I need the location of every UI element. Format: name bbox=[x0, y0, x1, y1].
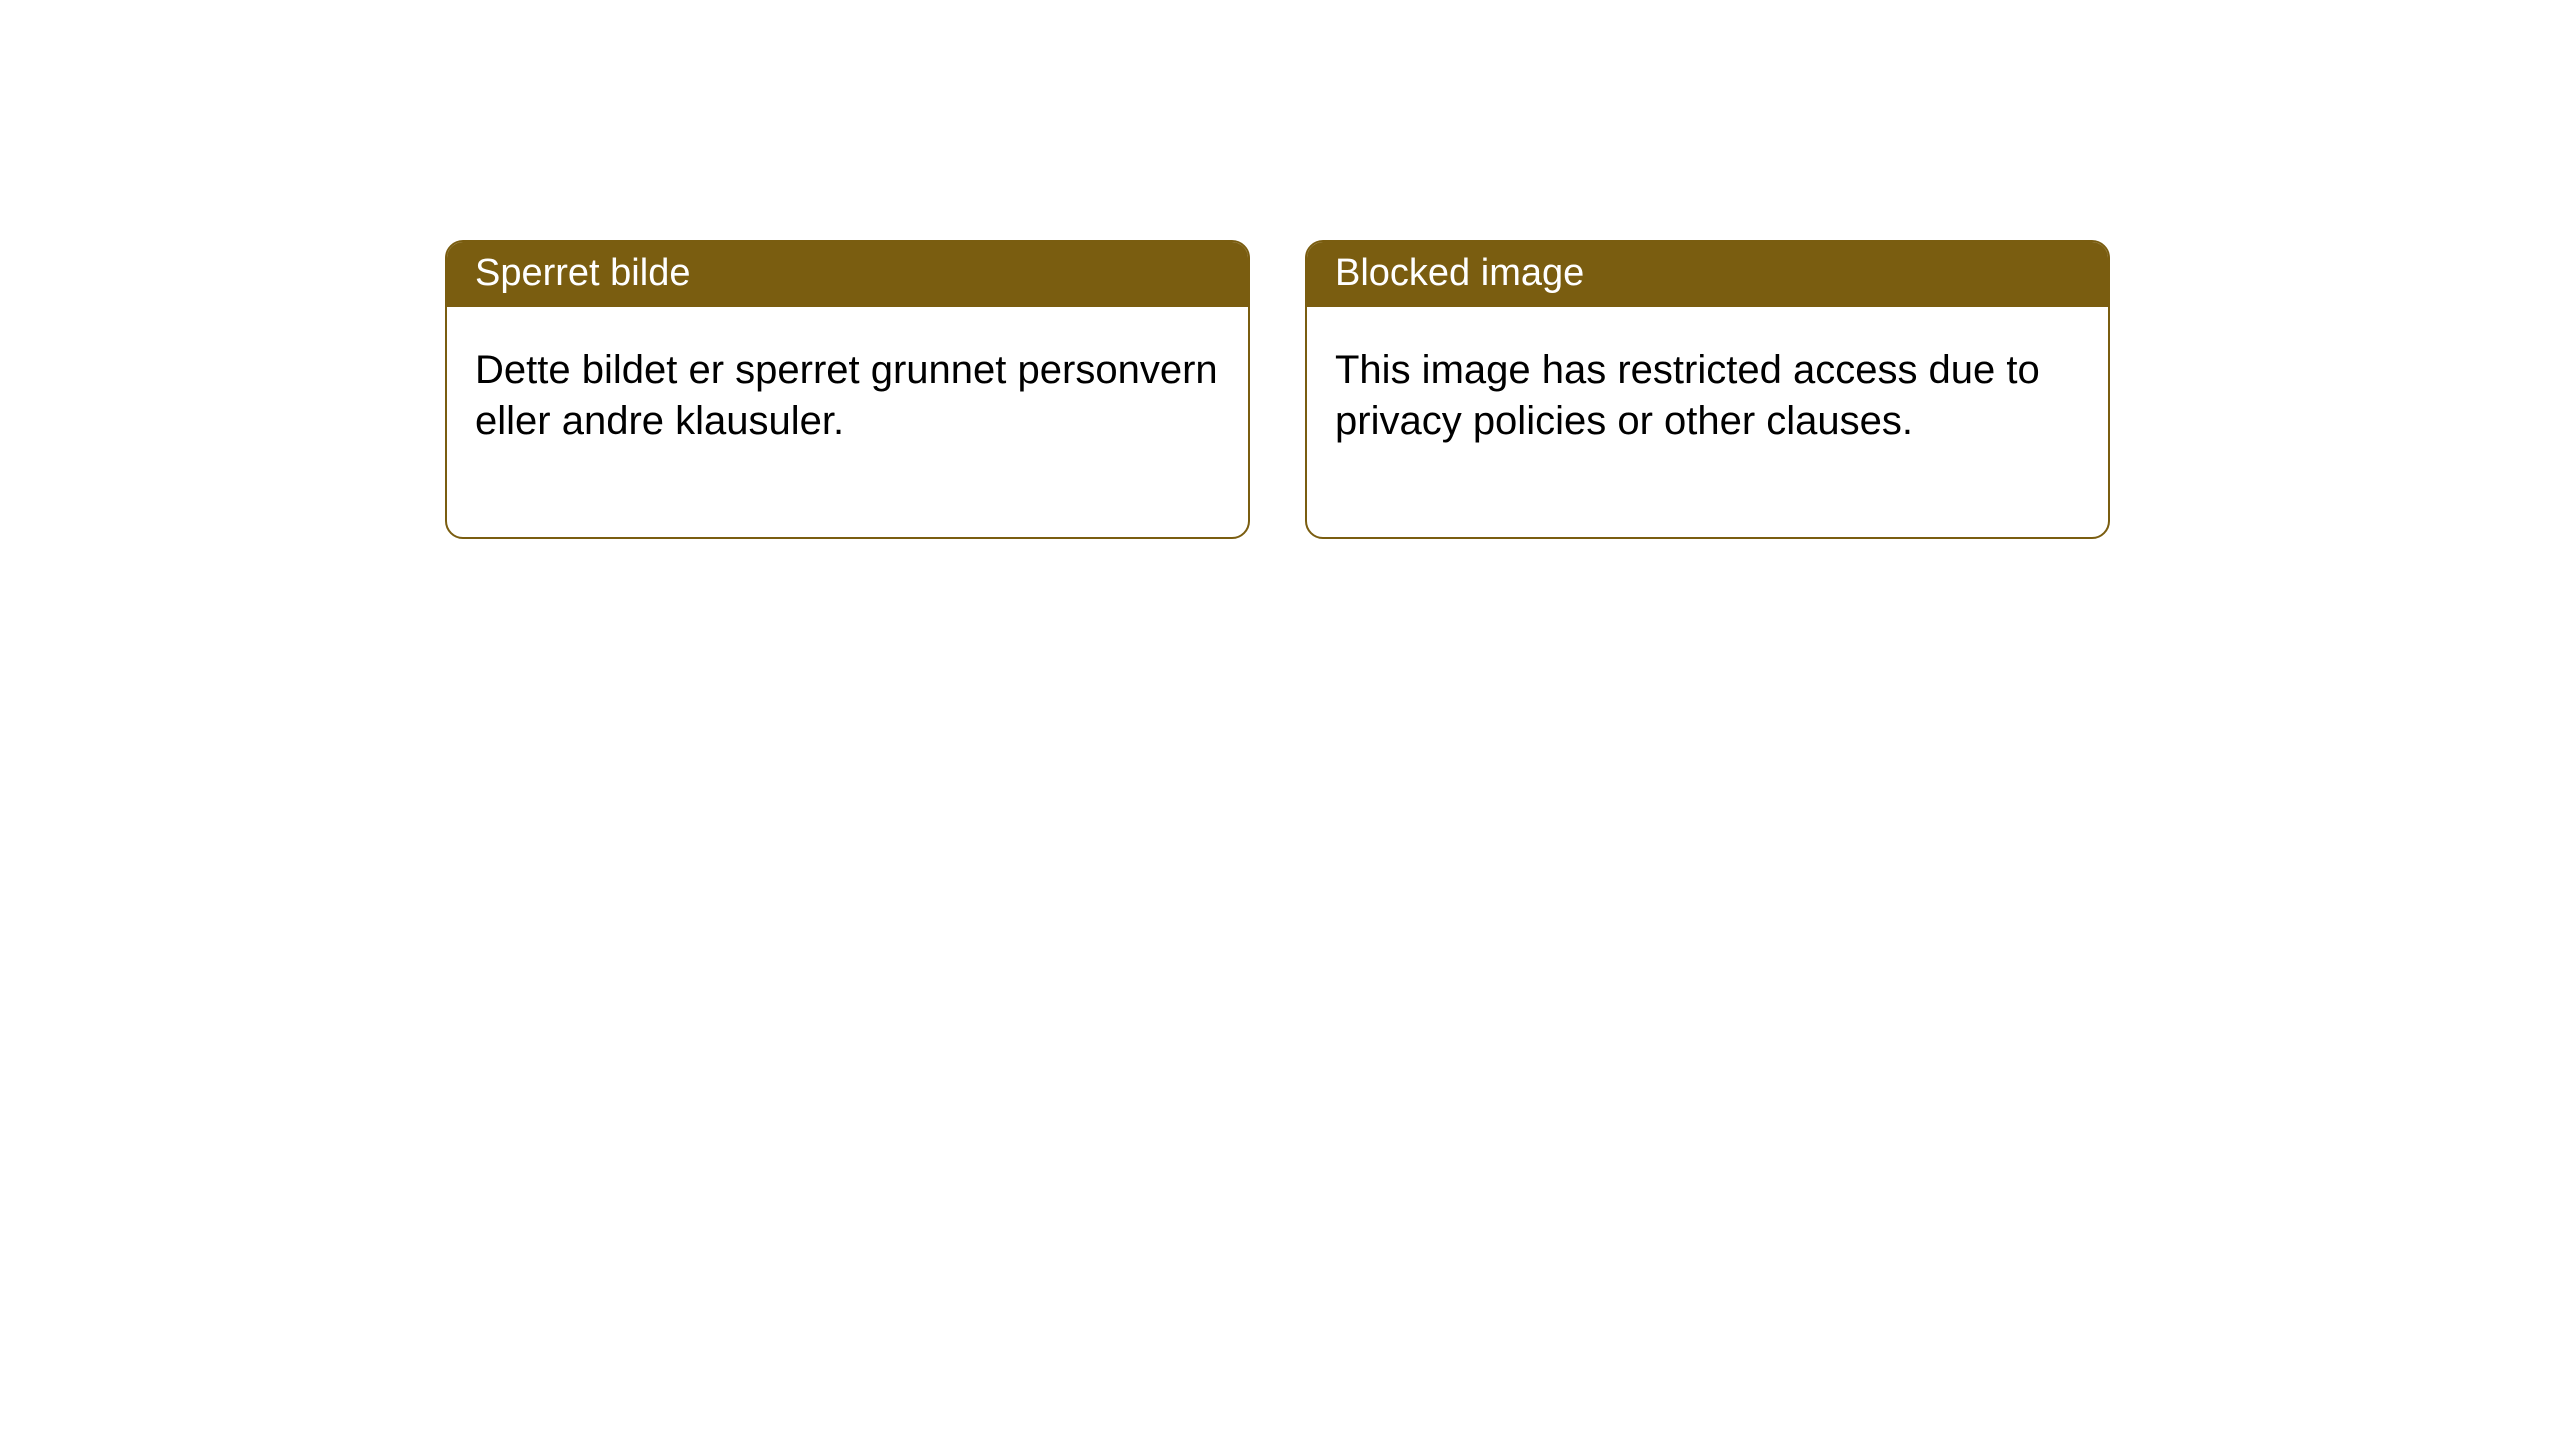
notice-card-norwegian: Sperret bilde Dette bildet er sperret gr… bbox=[445, 240, 1250, 539]
notice-card-english: Blocked image This image has restricted … bbox=[1305, 240, 2110, 539]
notice-container: Sperret bilde Dette bildet er sperret gr… bbox=[0, 0, 2560, 539]
notice-header: Sperret bilde bbox=[447, 242, 1248, 307]
notice-body: This image has restricted access due to … bbox=[1307, 307, 2108, 537]
notice-header: Blocked image bbox=[1307, 242, 2108, 307]
notice-body: Dette bildet er sperret grunnet personve… bbox=[447, 307, 1248, 537]
